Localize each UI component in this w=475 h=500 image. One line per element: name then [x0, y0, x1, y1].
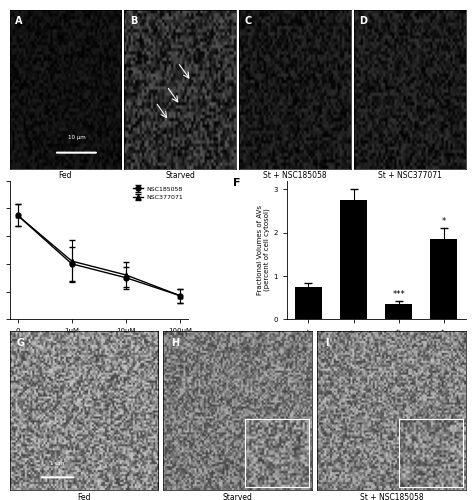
- Text: G: G: [17, 338, 25, 348]
- X-axis label: Starved: Starved: [223, 493, 252, 500]
- Text: F: F: [233, 178, 240, 188]
- Legend: NSC185058, NSC377071: NSC185058, NSC377071: [131, 184, 185, 203]
- X-axis label: St + NSC185058: St + NSC185058: [360, 493, 423, 500]
- X-axis label: Fed: Fed: [77, 493, 90, 500]
- Bar: [295, 287, 322, 320]
- Text: H: H: [171, 338, 179, 348]
- Text: ***: ***: [392, 290, 405, 298]
- Text: C: C: [245, 16, 252, 26]
- X-axis label: Fed: Fed: [58, 172, 72, 180]
- Bar: [385, 304, 412, 320]
- X-axis label: Starved: Starved: [165, 172, 195, 180]
- X-axis label: St + NSC377071: St + NSC377071: [378, 172, 442, 180]
- Bar: [430, 239, 457, 320]
- X-axis label: Concentration: Concentration: [72, 337, 126, 346]
- Text: 10 μm: 10 μm: [67, 135, 86, 140]
- Text: B: B: [130, 16, 137, 26]
- Text: A: A: [15, 16, 23, 26]
- Text: I: I: [325, 338, 328, 348]
- Text: 1 μm: 1 μm: [50, 461, 64, 466]
- X-axis label: St + NSC185058: St + NSC185058: [263, 172, 327, 180]
- Text: D: D: [360, 16, 368, 26]
- Text: *: *: [442, 217, 446, 226]
- Y-axis label: Fractional Volumes of AVs
(percent of cell cytosol): Fractional Volumes of AVs (percent of ce…: [257, 205, 270, 295]
- Bar: [340, 200, 367, 320]
